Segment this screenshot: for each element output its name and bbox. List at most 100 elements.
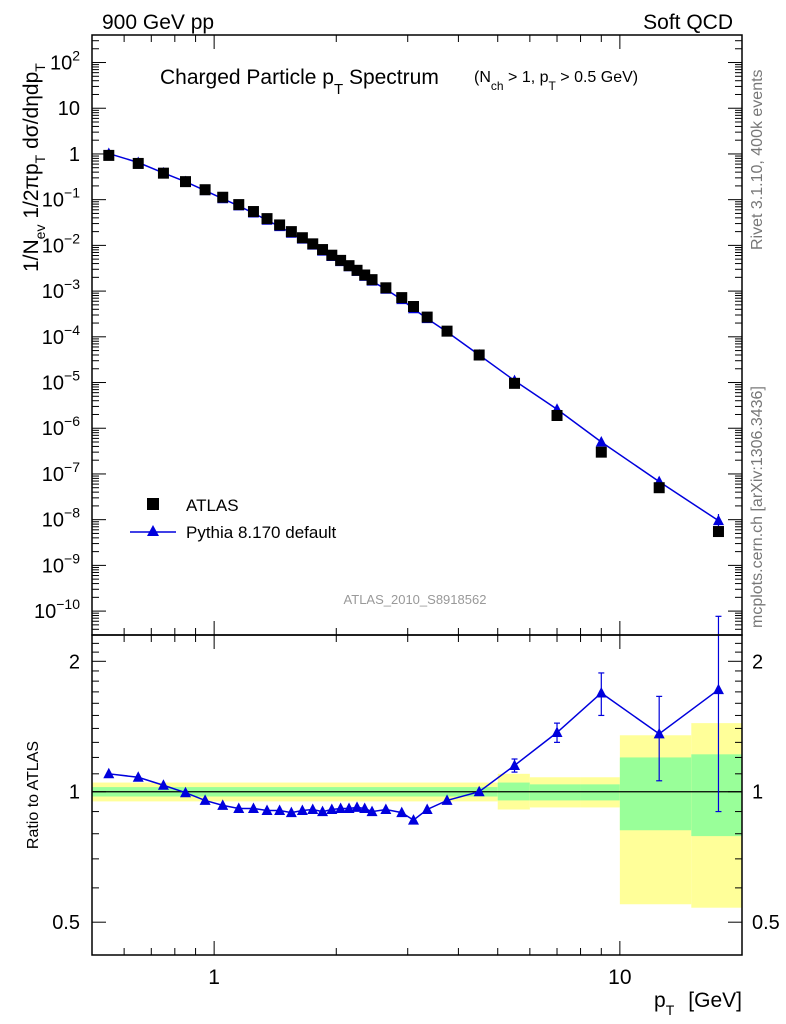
ratio-point xyxy=(509,759,521,770)
atlas-point xyxy=(366,274,378,286)
atlas-point xyxy=(233,199,245,211)
ratio-point xyxy=(595,686,607,698)
ratio-point xyxy=(653,727,665,739)
ratio-point xyxy=(335,802,347,813)
legend-atlas-label: ATLAS xyxy=(186,496,239,515)
main-y-tick-label: 10−2 xyxy=(42,230,80,257)
main-y-tick-label: 10−1 xyxy=(42,185,80,212)
legend-mc-marker xyxy=(147,525,159,536)
atlas-point xyxy=(217,191,229,203)
main-y-tick-label: 10−3 xyxy=(42,276,80,303)
ratio-point xyxy=(157,779,169,790)
atlas-point xyxy=(179,176,191,188)
ratio-x-ticks: 1 10 xyxy=(91,635,743,989)
ratio-y-tick-label: 2 xyxy=(69,651,80,673)
main-y-tick-label: 1 xyxy=(69,144,80,166)
atlas-point xyxy=(421,311,433,323)
header-right: Soft QCD xyxy=(643,11,733,34)
atlas-point xyxy=(473,349,485,361)
x-tick-label: 1 xyxy=(208,966,220,989)
atlas-point xyxy=(247,206,259,218)
atlas-point xyxy=(103,149,115,161)
main-x-ticks xyxy=(91,35,743,635)
plot-title-condition: (Nch > 1, pT > 0.5 GeV) xyxy=(474,69,638,93)
atlas-point xyxy=(307,238,319,250)
main-y-tick-label: 10−6 xyxy=(42,413,80,440)
atlas-point xyxy=(326,249,338,261)
ratio-point xyxy=(351,801,363,812)
ratio-frame xyxy=(91,634,743,956)
x-tick-label: 10 xyxy=(608,966,631,989)
ratio-point xyxy=(296,804,308,816)
inner-band xyxy=(619,757,692,831)
ratio-point xyxy=(217,799,229,810)
inner-band xyxy=(580,784,620,801)
atlas-point xyxy=(296,232,308,244)
ratio-point xyxy=(712,683,724,695)
mc-line xyxy=(108,152,719,522)
atlas-point xyxy=(261,213,273,225)
ratio-y-ticks: 0.5 0.5 1 1 2 2 xyxy=(52,642,780,934)
main-y-tick-label: 10−4 xyxy=(42,322,80,349)
main-y-tick-label: 10−8 xyxy=(42,505,80,532)
main-y-tick-label: 102 xyxy=(50,48,80,75)
atlas-point xyxy=(317,244,329,256)
ratio-point xyxy=(179,786,191,798)
main-y-tick-label: 10−10 xyxy=(34,596,80,623)
ratio-point xyxy=(359,802,371,813)
atlas-point xyxy=(653,482,665,494)
main-y-tick-label: 10−9 xyxy=(42,550,80,577)
ratio-y-label: Ratio to ATLAS xyxy=(25,741,42,849)
ratio-point xyxy=(317,805,329,817)
main-frame xyxy=(91,34,743,636)
atlas-point xyxy=(396,292,408,304)
ratio-point xyxy=(199,794,211,805)
legend-mc-label: Pythia 8.170 default xyxy=(186,523,337,542)
x-axis-label: pT [GeV] xyxy=(654,989,742,1018)
main-panel: 10−10 10−9 10−8 10−7 10−6 10−5 10−4 10−3 10−2 10−… xyxy=(20,34,743,636)
ratio-point xyxy=(366,805,378,817)
ratio-point xyxy=(247,802,259,813)
plot-title: Charged Particle pT Spectrum xyxy=(160,66,439,98)
legend-atlas-marker xyxy=(147,498,159,510)
ratio-point xyxy=(421,803,433,814)
atlas-point xyxy=(551,409,563,421)
ratio-point xyxy=(407,814,419,825)
ratio-point xyxy=(285,806,297,818)
main-y-tick-label: 10−7 xyxy=(42,459,80,486)
ratio-y-tick-label-right: 0.5 xyxy=(752,912,780,934)
ratio-point xyxy=(343,802,355,813)
atlas-point xyxy=(274,219,286,231)
ratio-point xyxy=(473,785,485,797)
inner-band xyxy=(529,784,581,801)
main-y-ticks: 10−10 10−9 10−8 10−7 10−6 10−5 10−4 10−3 10−2 10−… xyxy=(34,34,742,636)
ratio-y-tick-label-right: 1 xyxy=(752,782,763,804)
ratio-point xyxy=(103,767,115,779)
ratio-point xyxy=(307,803,319,814)
legend: ATLAS Pythia 8.170 default xyxy=(130,496,337,542)
atlas-point xyxy=(132,157,144,169)
atlas-point xyxy=(712,526,724,538)
atlas-point xyxy=(343,260,355,272)
rivet-label: Rivet 3.1.10, 400k events xyxy=(749,69,766,250)
main-y-label: 1/Nev 1/2πpT dσ/dηdpT xyxy=(20,63,48,272)
ratio-panel: 0.5 0.5 1 1 2 2 1 10 Ratio to ATLAS pT [GeV] xyxy=(25,615,780,1018)
atlas-point xyxy=(199,184,211,196)
mc-point xyxy=(595,436,607,447)
analysis-watermark: ATLAS_2010_S8918562 xyxy=(344,592,487,607)
ratio-point xyxy=(380,803,392,814)
atlas-point xyxy=(351,264,363,276)
ratio-y-tick-label-right: 2 xyxy=(752,651,763,673)
ratio-y-tick-label: 1 xyxy=(69,782,80,804)
ratio-point xyxy=(132,771,144,782)
atlas-point xyxy=(335,254,347,266)
atlas-point xyxy=(441,325,453,337)
atlas-point xyxy=(359,269,371,281)
uncertainty-bands xyxy=(92,723,742,908)
mcplots-label: mcplots.cern.ch [arXiv:1306.3436] xyxy=(749,386,766,628)
atlas-point xyxy=(595,446,607,458)
mc-series xyxy=(103,147,724,528)
main-y-tick-label: 10 xyxy=(58,98,80,120)
main-y-tick-label: 10−5 xyxy=(42,368,80,395)
